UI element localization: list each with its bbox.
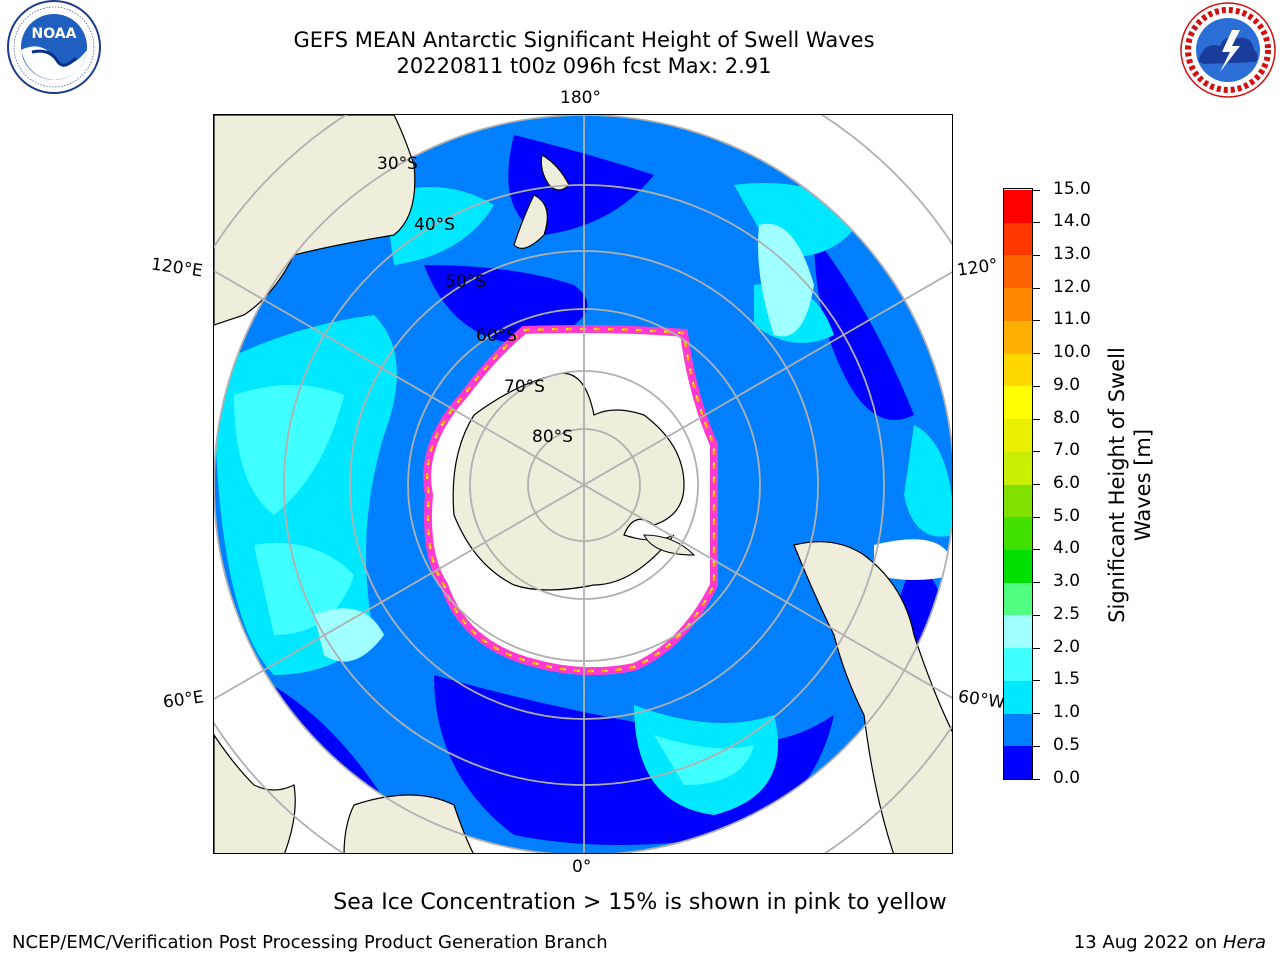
lat-label-40s: 40°S bbox=[414, 215, 455, 235]
colorbar-tick bbox=[1032, 287, 1040, 289]
continents bbox=[214, 115, 952, 853]
lon-label-120w: 120° bbox=[955, 255, 1000, 281]
colorbar-tick bbox=[1032, 778, 1040, 780]
colorbar-segment bbox=[1004, 418, 1032, 452]
colorbar-segment bbox=[1004, 745, 1032, 779]
colorbar-tick bbox=[1032, 254, 1040, 256]
colorbar-segment bbox=[1004, 353, 1032, 387]
colorbar-segment bbox=[1004, 516, 1032, 550]
colorbar-tick bbox=[1032, 582, 1040, 584]
colorbar-segment bbox=[1004, 680, 1032, 714]
colorbar-tick-label: 12.0 bbox=[1053, 276, 1091, 297]
colorbar-tick-label: 11.0 bbox=[1053, 309, 1091, 330]
meridian-60E-120W bbox=[214, 271, 952, 700]
colorbar-tick bbox=[1032, 647, 1040, 649]
colorbar-tick-label: 2.5 bbox=[1053, 603, 1081, 624]
colorbar-segment bbox=[1004, 647, 1032, 681]
colorbar-segment bbox=[1004, 614, 1032, 649]
colorbar-tick-label: 5.0 bbox=[1053, 505, 1081, 526]
colorbar-tick-label: 8.0 bbox=[1053, 407, 1081, 428]
colorbar-segment bbox=[1004, 549, 1032, 583]
lat-label-80s: 80°S bbox=[532, 427, 573, 447]
lat-label-30s: 30°S bbox=[377, 154, 418, 174]
colorbar-tick-label: 14.0 bbox=[1053, 211, 1091, 232]
colorbar-tick bbox=[1032, 451, 1040, 453]
graticule bbox=[214, 115, 952, 853]
colorbar-title-line2: Waves [m] bbox=[1131, 428, 1155, 542]
colorbar bbox=[1003, 188, 1033, 780]
colorbar-title: Significant Height of Swell Waves [m] bbox=[1104, 325, 1156, 645]
colorbar-tick bbox=[1032, 189, 1040, 191]
nws-logo-icon bbox=[1180, 2, 1276, 98]
colorbar-tick-label: 1.5 bbox=[1053, 669, 1081, 690]
lat-label-60s: 60°S bbox=[476, 326, 517, 346]
colorbar-segment bbox=[1004, 287, 1032, 321]
colorbar-tick bbox=[1032, 484, 1040, 485]
chart-subtitle: 20220811 t00z 096h fcst Max: 2.91 bbox=[396, 54, 772, 78]
colorbar-tick bbox=[1032, 614, 1040, 616]
colorbar-tick-label: 0.5 bbox=[1053, 734, 1081, 755]
colorbar-tick-label: 0.0 bbox=[1053, 767, 1081, 788]
lat-label-50s: 50°S bbox=[445, 272, 486, 292]
colorbar-tick bbox=[1032, 516, 1040, 518]
footer-date: 13 Aug 2022 on Hera bbox=[1074, 932, 1266, 953]
footer-branch: NCEP/EMC/Verification Post Processing Pr… bbox=[12, 932, 608, 953]
lon-label-0: 0° bbox=[572, 857, 592, 877]
lat-label-70s: 70°S bbox=[504, 377, 545, 397]
colorbar-tick-label: 2.0 bbox=[1053, 636, 1081, 657]
colorbar-segment bbox=[1004, 484, 1032, 518]
colorbar-tick-label: 9.0 bbox=[1053, 374, 1081, 395]
colorbar-segment bbox=[1004, 320, 1032, 354]
colorbar-tick bbox=[1032, 680, 1040, 682]
colorbar-tick bbox=[1032, 320, 1040, 322]
lon-label-120e: 120°E bbox=[149, 254, 204, 282]
swell-height-map: 30°S 40°S 50°S 60°S 70°S 80°S bbox=[213, 114, 953, 854]
colorbar-segment bbox=[1004, 713, 1032, 747]
antarctica-land bbox=[452, 372, 696, 591]
colorbar-tick-label: 6.0 bbox=[1053, 473, 1081, 493]
colorbar-tick bbox=[1032, 418, 1040, 420]
colorbar-tick-label: 13.0 bbox=[1053, 243, 1091, 264]
colorbar-tick bbox=[1032, 353, 1040, 355]
sea-ice-note: Sea Ice Concentration > 15% is shown in … bbox=[333, 890, 947, 915]
lon-label-60e: 60°E bbox=[161, 687, 206, 713]
colorbar-segment bbox=[1004, 385, 1032, 420]
colorbar-tick bbox=[1032, 745, 1040, 747]
colorbar-segment bbox=[1004, 222, 1032, 256]
colorbar-segment bbox=[1004, 451, 1032, 485]
colorbar-tick-label: 1.0 bbox=[1053, 702, 1081, 723]
colorbar-tick bbox=[1032, 713, 1040, 715]
colorbar-title-line1: Significant Height of Swell bbox=[1105, 347, 1129, 623]
colorbar-tick-label: 4.0 bbox=[1053, 538, 1081, 559]
colorbar-segment bbox=[1004, 582, 1032, 616]
colorbar-tick bbox=[1032, 549, 1040, 551]
colorbar-tick bbox=[1032, 222, 1040, 224]
footer-date-text: 13 Aug 2022 on bbox=[1073, 932, 1223, 953]
colorbar-segment bbox=[1004, 254, 1032, 289]
lon-label-180: 180° bbox=[560, 88, 601, 108]
noaa-logo-text: NOAA bbox=[32, 26, 77, 42]
colorbar-tick-label: 3.0 bbox=[1053, 571, 1081, 592]
colorbar-tick-label: 15.0 bbox=[1053, 178, 1091, 199]
colorbar-tick bbox=[1032, 385, 1040, 387]
footer-host: Hera bbox=[1222, 932, 1266, 953]
colorbar-tick-label: 10.0 bbox=[1053, 342, 1091, 363]
colorbar-tick-label: 7.0 bbox=[1053, 440, 1081, 461]
noaa-logo-icon: NOAA bbox=[7, 0, 101, 94]
chart-title: GEFS MEAN Antarctic Significant Height o… bbox=[293, 28, 875, 52]
lon-label-60w: 60°W bbox=[956, 686, 1007, 714]
colorbar-segment bbox=[1004, 189, 1032, 223]
